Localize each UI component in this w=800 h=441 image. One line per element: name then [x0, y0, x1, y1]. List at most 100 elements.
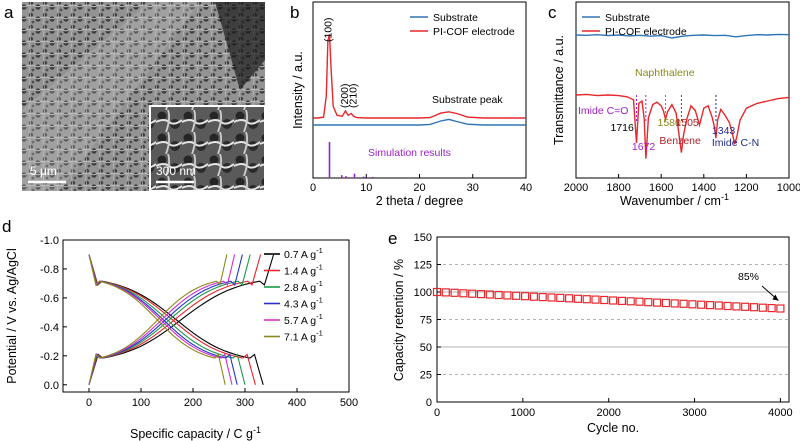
x-tick-label: 2000: [564, 182, 588, 194]
retention-marker: [564, 294, 574, 303]
sem-image-ridge: [22, 2, 200, 191]
y-tick-label: 125: [414, 260, 432, 272]
legend-label: PI-COF electrode: [433, 26, 515, 38]
ftir-annotation: 1716: [611, 122, 635, 134]
x-axis-title: 2 theta / degree: [376, 194, 464, 208]
ftir-annotation: Imide C-N: [712, 137, 759, 149]
y-tick-label: -0.2: [40, 351, 59, 363]
retention-marker: [644, 298, 653, 307]
x-tick-label: 20: [413, 182, 425, 194]
panel-label-a: a: [4, 3, 14, 22]
x-axis-title: Wavenumber / cm-1: [620, 192, 729, 208]
gcd-discharge-curve: [88, 254, 233, 385]
retention-marker: [670, 299, 679, 308]
peak-label-200: (200): [339, 83, 351, 108]
panel-e-chart: 0 1000 2000 3000 4000 0 25 50 75 100 125 150 Cycle n…: [392, 232, 793, 435]
peak-label-100: (100): [323, 17, 335, 42]
legend-label: 5.7 A g-1: [284, 312, 323, 327]
retention-marker: [494, 290, 503, 300]
xrd-series-pi-cof: [313, 34, 526, 119]
x-tick-label: 30: [467, 182, 479, 194]
retention-marker: [520, 292, 530, 301]
x-tick-label: 1400: [692, 182, 716, 194]
retention-marker: [538, 293, 547, 302]
gcd-charge-curve: [88, 254, 275, 385]
retention-marker: [547, 293, 556, 302]
panel-label-b: b: [290, 3, 299, 22]
ftir-series-substrate: [575, 33, 790, 39]
ftir-annotation: 1580: [658, 117, 682, 129]
ftir-annotation: Naphthalene: [635, 67, 695, 79]
x-tick-label: 1000: [511, 407, 535, 419]
retention-marker: [573, 294, 583, 303]
y-tick-label: 150: [414, 232, 432, 244]
ftir-annotation: 1343: [712, 125, 736, 137]
x-tick-label: 40: [520, 182, 532, 194]
sem-inset-image: [149, 105, 266, 192]
retention-marker: [556, 293, 565, 302]
y-tick-label: -0.6: [40, 293, 59, 305]
ftir-annotation: Benzene: [659, 135, 701, 147]
retention-marker: [749, 303, 759, 312]
x-tick-label: 0: [434, 407, 440, 419]
x-tick-label: 4000: [768, 407, 792, 419]
legend-label: Substrate: [605, 12, 650, 24]
scale-bar-main-label: 5 μm: [30, 164, 57, 178]
ftir-annotation: 1672: [632, 141, 656, 153]
gcd-charge-curve: [88, 254, 243, 385]
retention-marker: [626, 297, 635, 306]
annotation-arrow-head: [772, 294, 779, 301]
panel-a: 5 μm 300 nm: [22, 2, 266, 192]
x-tick-label: 2000: [596, 407, 620, 419]
simulation-label: Simulation results: [368, 147, 451, 159]
legend-label: Substrate: [433, 12, 478, 24]
ftir-plot-frame: [575, 1, 790, 179]
panel-label-e: e: [388, 229, 397, 248]
legend-label: 7.1 A g-1: [284, 329, 323, 344]
x-tick-label: 0: [86, 397, 92, 409]
gcd-charge-curve: [88, 254, 236, 385]
retention-marker: [697, 300, 706, 309]
retention-marker: [529, 292, 539, 301]
retention-marker: [635, 297, 644, 306]
sem-image-dark-channel: [215, 2, 265, 90]
legend-label: 1.4 A g-1: [284, 263, 323, 278]
retention-marker: [512, 291, 521, 300]
retention-marker: [441, 288, 450, 297]
y-axis-title: Intensity / a.u.: [291, 51, 305, 129]
x-tick-label: 1600: [649, 182, 673, 194]
y-tick-label: -0.4: [40, 322, 59, 334]
y-tick-label: -0.8: [40, 264, 59, 276]
panel-d-chart: 0 100 200 300 400 500 -1.0 -0.8 -0.6 -0.4 -0.2 0.0 S…: [5, 235, 358, 441]
y-tick-label: 50: [420, 342, 432, 354]
retention-marker: [661, 298, 671, 308]
retention-marker: [705, 301, 715, 310]
retention-annotation: 85%: [738, 271, 759, 283]
ftir-annotation: 1505: [675, 117, 699, 129]
retention-marker: [600, 295, 609, 305]
scale-bar-inset-label: 300 nm: [156, 164, 196, 178]
retention-marker: [732, 302, 741, 311]
x-tick-label: 0: [310, 182, 316, 194]
gcd-discharge-curve: [88, 254, 226, 385]
gcd-plot-frame: [62, 239, 350, 393]
gcd-discharge-curve: [88, 254, 246, 385]
x-axis-title: Specific capacity / C g-1: [130, 425, 261, 441]
retention-marker: [617, 296, 627, 305]
x-tick-label: 1000: [777, 182, 800, 194]
retention-marker: [679, 299, 688, 308]
retention-marker: [485, 290, 494, 299]
y-axis-title: Transmittance / a.u.: [552, 35, 566, 145]
retention-marker: [450, 288, 459, 297]
y-tick-label: -1.0: [40, 235, 59, 247]
legend-label: 2.8 A g-1: [284, 279, 323, 294]
gcd-discharge-curve: [88, 254, 256, 385]
retention-marker: [432, 287, 442, 297]
retention-marker: [688, 300, 697, 309]
retention-marker: [758, 303, 767, 312]
panel-label-c: c: [548, 3, 557, 22]
gcd-discharge-curve: [88, 254, 238, 385]
x-tick-label: 500: [340, 397, 358, 409]
ftir-annotation: Imide C=O: [578, 105, 628, 117]
gcd-charge-curve: [88, 254, 262, 385]
